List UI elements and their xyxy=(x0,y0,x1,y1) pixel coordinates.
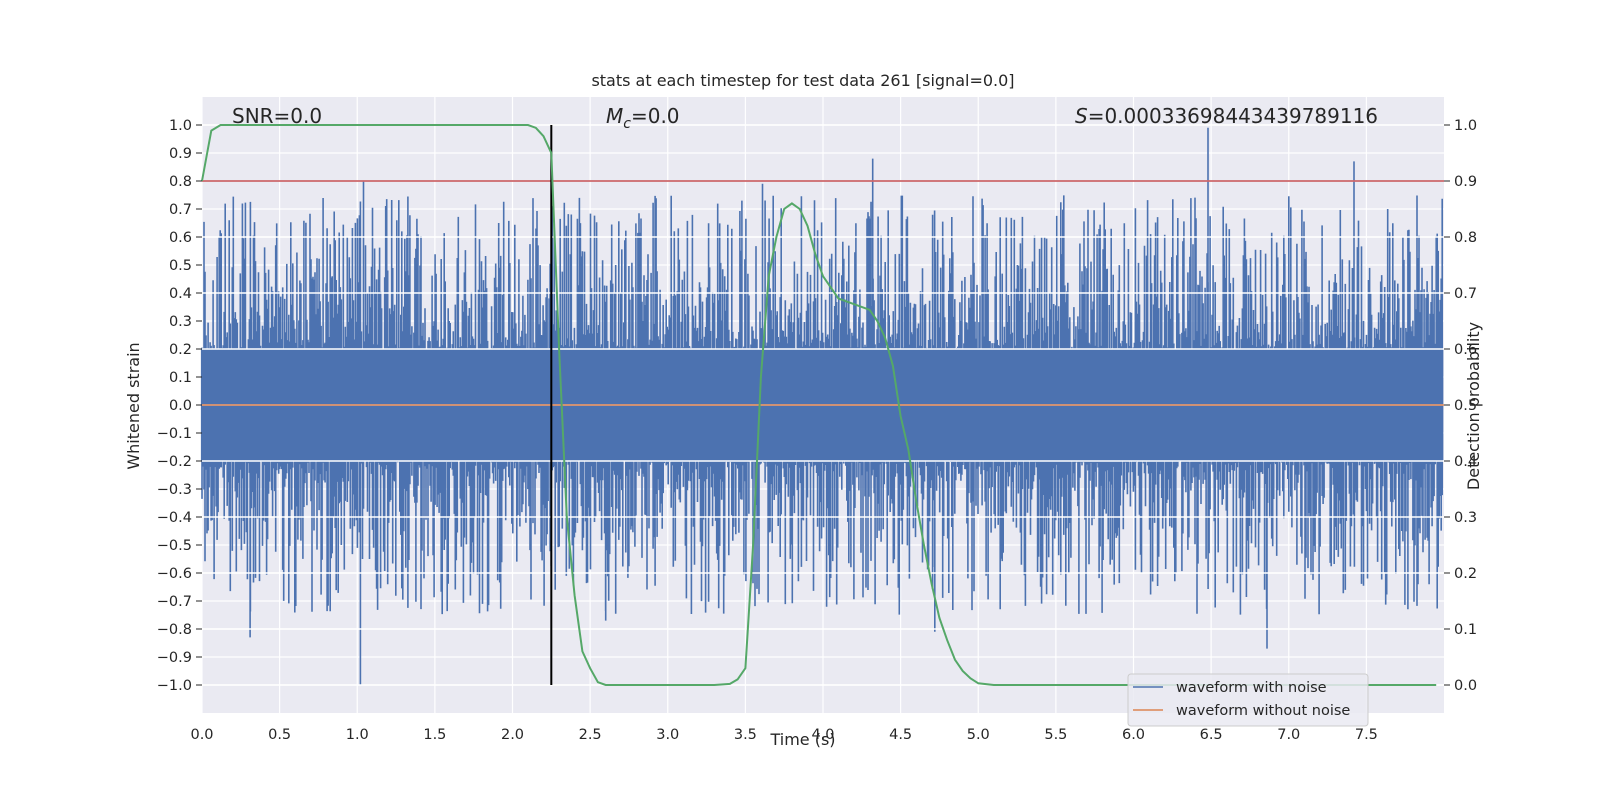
y2-tick-label: 0.0 xyxy=(1454,678,1477,694)
chirp-mass-annotation: Mc=0.0 xyxy=(606,104,680,132)
s-statistic-value: =0.0003369844343978911​6 xyxy=(1088,104,1378,128)
y-tick-label: 0.8 xyxy=(169,174,192,190)
x-tick-label: 6.0 xyxy=(1122,727,1145,743)
x-tick-label: 1.0 xyxy=(346,727,369,743)
x-tick-label: 3.0 xyxy=(656,727,679,743)
legend: waveform with noise waveform without noi… xyxy=(1127,673,1369,727)
y2-tick-label: 0.5 xyxy=(1454,398,1477,414)
y2-axis-ticks: 1.0 0.9 0.8 0.7 0.6 0.5 0.4 0.3 0.2 0.1 0.0 xyxy=(1444,118,1477,694)
x-tick-label: 7.5 xyxy=(1355,727,1378,743)
y2-tick-label: 0.7 xyxy=(1454,286,1477,302)
y-tick-label: −0.5 xyxy=(157,538,192,554)
y-tick-label: 0.5 xyxy=(169,258,192,274)
y2-tick-label: 1.0 xyxy=(1454,118,1477,134)
y-axis-title: Whitened strain xyxy=(124,342,143,469)
legend-box xyxy=(1127,673,1369,727)
x-tick-label: 0.5 xyxy=(268,727,291,743)
y2-tick-label: 0.1 xyxy=(1454,622,1477,638)
x-tick-label: 2.5 xyxy=(579,727,602,743)
x-axis-ticks: 0.0 0.5 1.0 1.5 2.0 2.5 3.0 3.5 4.0 4.5 5.0 5.5 6.0 6… xyxy=(190,727,1377,743)
y-tick-label: −0.7 xyxy=(157,594,192,610)
y-tick-label: 0.2 xyxy=(169,342,192,358)
y-axis-ticks: 1.0 0.9 0.8 0.7 0.6 0.5 0.4 0.3 0.2 0.1 0.0 −0.1 −0.… xyxy=(157,118,202,694)
chirp-mass-value: =0.0 xyxy=(631,104,680,128)
x-tick-label: 4.5 xyxy=(889,727,912,743)
y-tick-label: −0.1 xyxy=(157,426,192,442)
snr-annotation: SNR=0.0 xyxy=(232,104,322,128)
y-tick-label: −0.4 xyxy=(157,510,192,526)
y-tick-label: 0.6 xyxy=(169,230,192,246)
chirp-mass-subscript: c xyxy=(623,116,631,132)
y-tick-label: 0.3 xyxy=(169,314,192,330)
y-tick-label: 1.0 xyxy=(169,118,192,134)
x-tick-label: 1.5 xyxy=(423,727,446,743)
x-axis-title: Time (s) xyxy=(769,730,835,749)
s-statistic-symbol: S xyxy=(1075,104,1088,128)
x-tick-label: 3.5 xyxy=(734,727,757,743)
y2-tick-label: 0.8 xyxy=(1454,230,1477,246)
y-tick-label: −1.0 xyxy=(157,678,192,694)
y-tick-label: 0.9 xyxy=(169,146,192,162)
x-tick-label: 0.0 xyxy=(190,727,213,743)
legend-label-waveform-without-noise: waveform without noise xyxy=(1176,703,1350,719)
x-tick-label: 6.5 xyxy=(1200,727,1223,743)
y2-tick-label: 0.4 xyxy=(1454,454,1477,470)
chart-title: stats at each timestep for test data 261… xyxy=(591,71,1014,90)
y2-tick-label: 0.6 xyxy=(1454,342,1477,358)
y-tick-label: 0.1 xyxy=(169,370,192,386)
x-tick-label: 4.0 xyxy=(811,727,834,743)
y-tick-label: 0.0 xyxy=(169,398,192,414)
chirp-mass-symbol: M xyxy=(606,104,623,128)
y2-tick-label: 0.2 xyxy=(1454,566,1477,582)
y-tick-label: −0.8 xyxy=(157,622,192,638)
series-detection-probability xyxy=(201,124,1437,686)
y-tick-label: 0.4 xyxy=(169,286,192,302)
y2-tick-label: 0.3 xyxy=(1454,510,1477,526)
s-statistic-annotation: S=0.0003369844343978911​6 xyxy=(1075,104,1378,128)
x-tick-label: 7.0 xyxy=(1277,727,1300,743)
y-tick-label: −0.6 xyxy=(157,566,192,582)
y2-tick-label: 0.9 xyxy=(1454,174,1477,190)
y-tick-label: −0.2 xyxy=(157,454,192,470)
plot-area xyxy=(200,97,1444,713)
y-tick-label: −0.9 xyxy=(157,650,192,666)
legend-label-waveform-with-noise: waveform with noise xyxy=(1176,680,1327,696)
y-tick-label: 0.7 xyxy=(169,202,192,218)
x-tick-label: 5.5 xyxy=(1044,727,1067,743)
y-tick-label: −0.3 xyxy=(157,482,192,498)
y2-axis-title: Detection probability xyxy=(1464,322,1483,490)
x-tick-label: 2.0 xyxy=(501,727,524,743)
x-tick-label: 5.0 xyxy=(967,727,990,743)
